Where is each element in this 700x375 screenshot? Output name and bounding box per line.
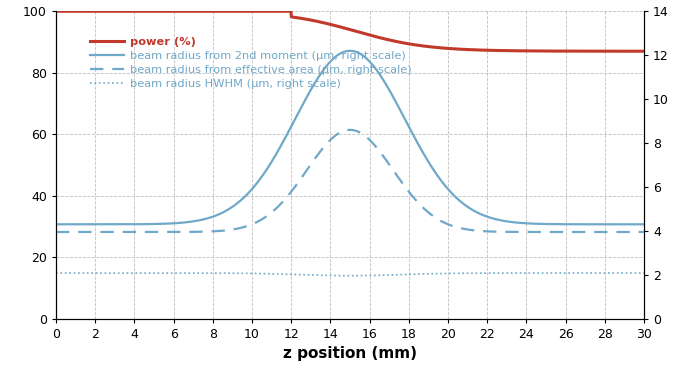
beam radius from 2nd moment (μm, right scale) xyxy=(515,220,524,225)
beam radius from 2nd moment (μm, right scale) xyxy=(640,222,648,226)
Legend: power (%), beam radius from 2nd moment (μm, right scale), beam radius from effec: power (%), beam radius from 2nd moment (… xyxy=(85,32,416,93)
beam radius from 2nd moment (μm, right scale) xyxy=(346,48,354,53)
power (%) xyxy=(622,49,631,54)
beam radius from effective area (μm, right scale) xyxy=(623,230,631,234)
Line: beam radius from effective area (μm, right scale): beam radius from effective area (μm, rig… xyxy=(56,130,644,232)
beam radius from 2nd moment (μm, right scale) xyxy=(322,64,330,69)
Line: power (%): power (%) xyxy=(56,11,644,51)
beam radius from effective area (μm, right scale) xyxy=(82,230,90,234)
beam radius HWHM (μm, right scale) xyxy=(82,271,90,275)
beam radius from effective area (μm, right scale) xyxy=(52,230,60,234)
beam radius HWHM (μm, right scale) xyxy=(640,271,648,275)
power (%) xyxy=(322,21,330,26)
beam radius HWHM (μm, right scale) xyxy=(346,273,354,278)
beam radius from effective area (μm, right scale) xyxy=(322,142,330,146)
power (%) xyxy=(337,25,346,30)
beam radius from 2nd moment (μm, right scale) xyxy=(623,222,631,226)
Line: beam radius HWHM (μm, right scale): beam radius HWHM (μm, right scale) xyxy=(56,273,644,276)
power (%) xyxy=(82,9,90,14)
beam radius HWHM (μm, right scale) xyxy=(52,271,60,275)
beam radius HWHM (μm, right scale) xyxy=(515,271,524,275)
beam radius HWHM (μm, right scale) xyxy=(623,271,631,275)
beam radius HWHM (μm, right scale) xyxy=(322,273,330,278)
power (%) xyxy=(623,49,631,54)
beam radius from effective area (μm, right scale) xyxy=(346,128,354,132)
beam radius from 2nd moment (μm, right scale) xyxy=(52,222,60,226)
beam radius from 2nd moment (μm, right scale) xyxy=(623,222,631,226)
beam radius HWHM (μm, right scale) xyxy=(623,271,631,275)
beam radius from effective area (μm, right scale) xyxy=(640,230,648,234)
power (%) xyxy=(52,9,60,14)
beam radius from effective area (μm, right scale) xyxy=(623,230,631,234)
beam radius from effective area (μm, right scale) xyxy=(515,230,524,234)
power (%) xyxy=(514,49,523,53)
power (%) xyxy=(640,49,648,54)
beam radius from effective area (μm, right scale) xyxy=(337,129,346,134)
X-axis label: z position (mm): z position (mm) xyxy=(283,346,417,362)
beam radius from 2nd moment (μm, right scale) xyxy=(82,222,90,226)
beam radius HWHM (μm, right scale) xyxy=(337,273,346,278)
Line: beam radius from 2nd moment (μm, right scale): beam radius from 2nd moment (μm, right s… xyxy=(56,51,644,224)
beam radius from 2nd moment (μm, right scale) xyxy=(337,50,346,55)
